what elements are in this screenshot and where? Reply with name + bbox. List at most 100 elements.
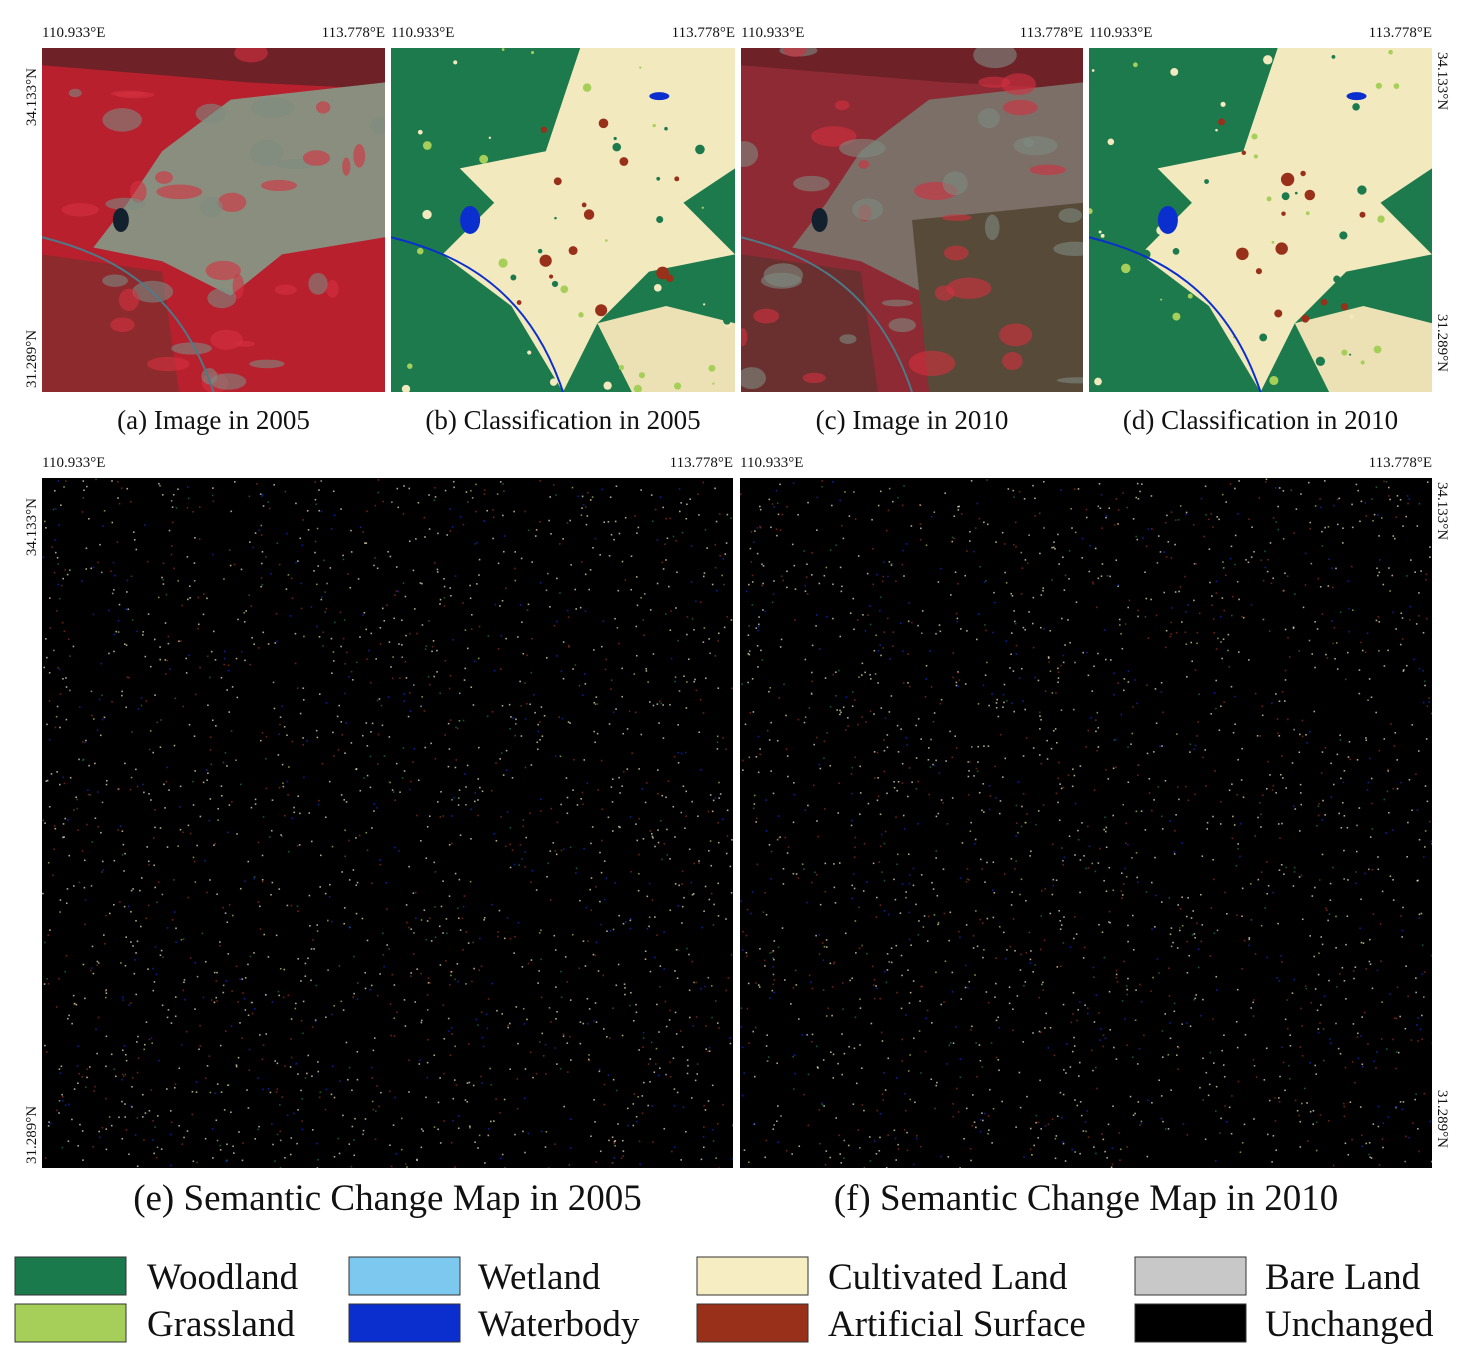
change-dot [455,759,458,761]
change-dot [909,1054,911,1056]
change-dot [428,528,431,530]
change-dot [976,770,979,773]
change-dot [469,584,471,587]
change-dot [187,824,190,827]
speck [723,316,731,325]
change-dot [1051,546,1053,549]
change-dot [775,489,778,492]
change-dot [206,891,208,894]
change-dot [654,916,656,918]
change-dot [1254,953,1257,955]
change-dot [247,860,250,863]
latitude-label: 34.133°N [24,68,40,126]
change-dot [1020,953,1022,956]
change-dot [432,640,435,642]
change-dot [888,487,891,490]
change-dot [188,723,191,726]
change-dot [930,515,933,518]
change-dot [930,1078,933,1081]
change-dot [402,513,405,515]
change-dot [752,711,755,713]
change-dot [1111,1147,1114,1150]
change-dot [716,735,719,738]
change-dot [108,912,111,915]
change-dot [556,821,559,824]
change-dot [877,504,880,507]
change-dot [332,731,334,734]
blob [1002,352,1023,371]
change-dot [374,1110,377,1112]
change-dot [1369,836,1372,838]
speck [1091,69,1095,72]
change-dot [454,575,457,577]
change-dot [615,485,618,488]
change-dot [1037,1136,1040,1139]
change-dot [927,915,930,918]
change-dot [1381,1001,1383,1003]
change-dot [1426,617,1428,620]
change-dot [832,583,834,586]
change-dot [824,677,827,679]
change-dot [965,1107,968,1110]
change-dot [662,737,665,739]
change-dot [1223,701,1225,703]
change-dot [375,658,377,660]
change-dot [243,611,246,614]
change-dot [505,637,507,640]
change-dot [990,1042,993,1044]
speck [479,77,483,82]
change-dot [1371,868,1374,871]
change-dot [153,981,156,983]
change-dot [952,676,954,679]
change-dot [1115,1058,1118,1060]
change-dot [659,965,662,967]
change-dot [1223,1075,1226,1078]
change-dot [185,657,187,660]
change-dot [1083,855,1085,857]
change-dot [270,829,273,832]
change-dot [588,1054,590,1056]
change-dot [372,1049,375,1052]
base [42,478,733,1168]
change-dot [1126,988,1129,991]
change-dot [122,1075,125,1078]
change-dot [1160,691,1163,693]
change-dot [1383,798,1386,801]
change-dot [1317,577,1320,580]
change-dot [1402,525,1404,527]
change-dot [905,896,907,899]
change-dot [599,1150,602,1153]
change-dot [173,911,176,913]
change-dot [1400,781,1402,784]
change-dot [356,1078,359,1081]
change-dot [456,963,459,965]
change-dot [708,1050,711,1052]
change-dot [363,777,365,779]
change-dot [389,781,391,784]
change-dot [79,1123,81,1126]
longitude-label: 110.933°E [1089,25,1152,41]
change-dot [302,699,305,701]
change-dot [373,803,375,805]
change-dot [1405,965,1407,967]
change-dot [1062,556,1064,559]
change-dot [480,965,483,968]
change-dot [1042,587,1044,589]
change-dot [59,899,62,901]
change-dot [1071,1050,1074,1053]
change-dot [75,1003,78,1006]
change-dot [439,816,442,818]
change-dot [1359,1106,1362,1108]
change-dot [1064,574,1067,577]
change-dot [192,856,195,859]
change-dot [1431,1042,1432,1045]
change-dot [1037,810,1040,812]
change-dot [892,631,895,633]
change-dot [1069,641,1071,644]
change-dot [340,645,342,648]
change-dot [699,698,702,701]
change-dot [1252,1015,1255,1017]
change-dot [110,1053,113,1056]
speck [1266,196,1272,202]
change-dot [307,957,309,960]
